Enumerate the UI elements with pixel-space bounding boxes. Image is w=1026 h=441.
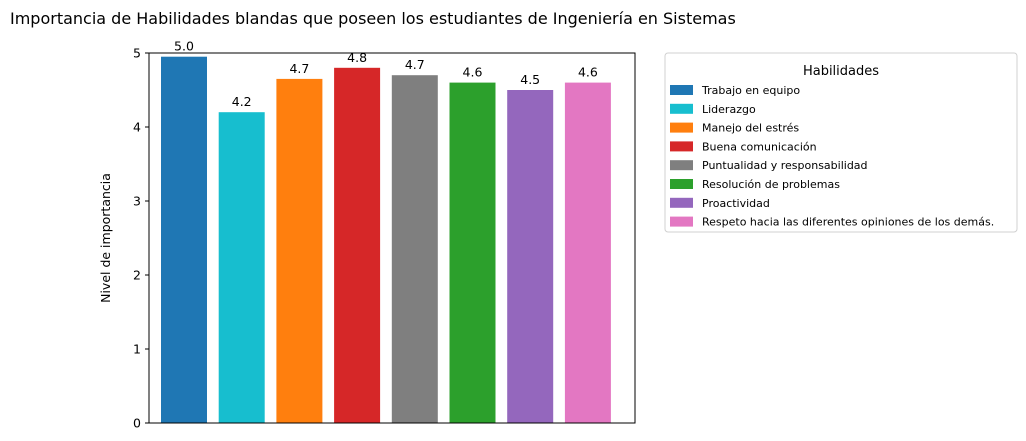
legend-swatch-1	[670, 85, 693, 95]
plot-frame	[148, 52, 636, 424]
bar-1	[161, 56, 207, 423]
y-axis-label: Nivel de importancia	[98, 173, 113, 303]
y-tick-label-4: 4	[133, 120, 141, 135]
legend-title: Habilidades	[803, 64, 879, 79]
bar-6	[449, 82, 496, 423]
bar-5	[391, 75, 438, 423]
legend-swatch-5	[670, 160, 693, 171]
plot-area: 5.0 4.2 4.7 4.8 4.7 4.6 4.5 4.6 0 1 2 3 4 5	[133, 39, 636, 431]
y-tick-label-0: 0	[133, 416, 141, 431]
legend-swatch-4	[670, 141, 693, 152]
legend-swatch-3	[670, 122, 693, 133]
y-tick-label-3: 3	[133, 194, 141, 209]
bar-8	[564, 82, 611, 423]
bar-7	[507, 90, 554, 423]
legend-items: Trabajo en equipo Liderazgo Manejo del est…	[670, 84, 994, 229]
legend-label-8: Respeto hacia las diferentes opiniones d…	[702, 216, 994, 229]
data-label-7: 4.5	[520, 72, 540, 87]
data-label-2: 4.2	[232, 94, 252, 109]
y-tick-label-1: 1	[133, 342, 141, 357]
legend-swatch-6	[670, 179, 693, 189]
data-label-8: 4.6	[578, 65, 598, 80]
legend-label-3: Manejo del estrés	[702, 122, 799, 135]
y-tick-label-2: 2	[133, 268, 141, 283]
data-label-4: 4.8	[347, 50, 367, 65]
y-tick-label-5: 5	[133, 46, 141, 61]
legend-label-2: Liderazgo	[702, 103, 756, 116]
bar-4	[334, 67, 381, 424]
data-label-3: 4.7	[289, 61, 309, 76]
legend-frame	[664, 52, 1018, 233]
legend-label-4: Buena comunicación	[702, 140, 817, 153]
legend-swatch-2	[670, 103, 693, 114]
legend-label-6: Resolución de problemas	[702, 178, 840, 191]
legend-label-5: Puntualidad y responsabilidad	[702, 159, 868, 172]
data-label-1: 5.0	[174, 39, 194, 54]
chart-title: Importancia de Habilidades blandas que p…	[10, 9, 736, 28]
legend: Habilidades Trabajo en equipo Liderazgo Ma…	[664, 52, 1018, 233]
legend-swatch-8	[670, 216, 693, 227]
bar-3	[276, 78, 323, 424]
bar-2	[218, 112, 265, 423]
legend-label-1: Trabajo en equipo	[701, 84, 800, 97]
data-label-5: 4.7	[405, 57, 425, 72]
data-label-6: 4.6	[463, 65, 483, 80]
legend-label-7: Proactividad	[702, 197, 770, 210]
legend-swatch-7	[670, 197, 693, 208]
